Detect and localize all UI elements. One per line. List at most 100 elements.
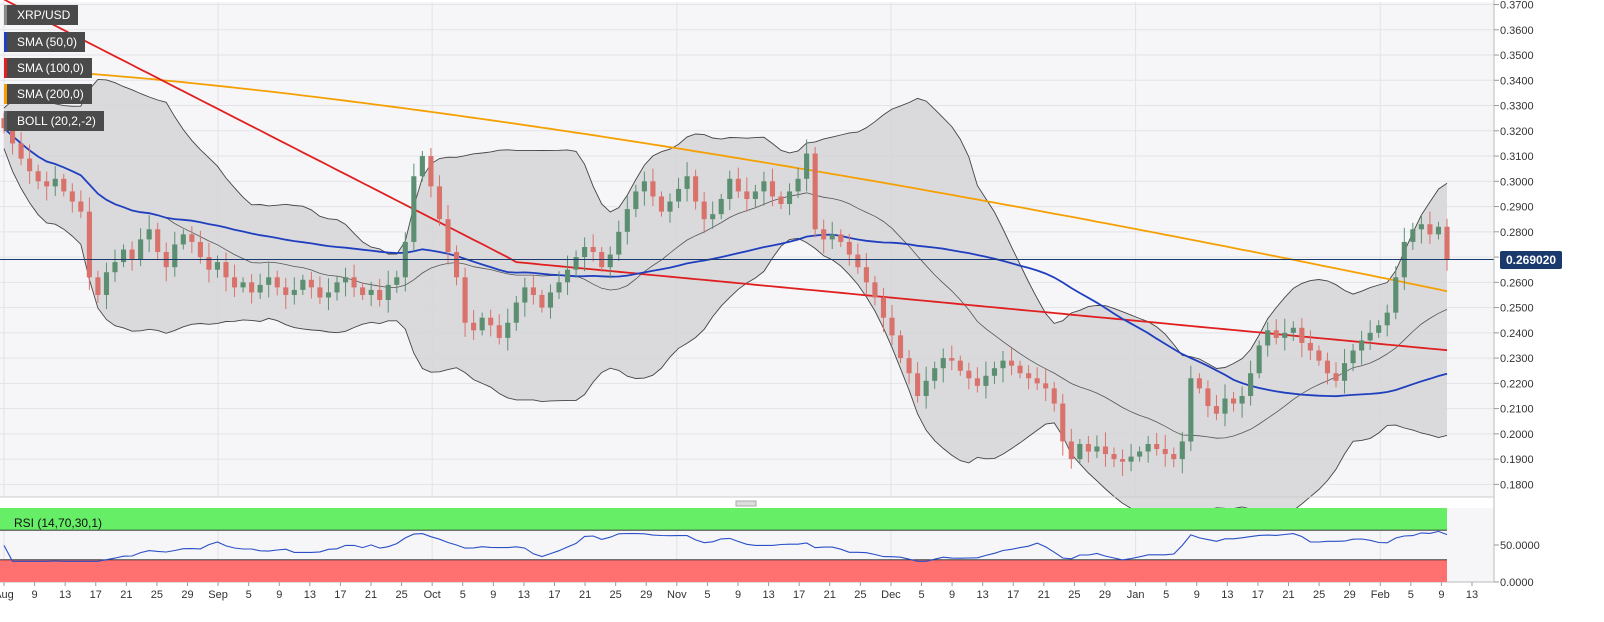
candle-body	[1094, 446, 1100, 452]
candle-body	[667, 201, 673, 212]
candle-body	[266, 277, 272, 285]
candle-body	[231, 277, 238, 288]
candle-body	[223, 262, 229, 278]
legend-rsi[interactable]: RSI (14,70,30,1)	[14, 516, 103, 530]
sma-lines	[3, 0, 1448, 398]
legend-sma-200[interactable]: SMA (200,0)	[4, 84, 92, 104]
candle-body	[1179, 441, 1185, 460]
x-tick-label: Dec	[881, 589, 901, 601]
candle-body	[44, 181, 50, 187]
candle-body	[308, 279, 314, 288]
candle-body	[1068, 441, 1074, 460]
candle-body	[27, 158, 33, 172]
candle-body	[1316, 350, 1322, 361]
x-tick-label: 5	[460, 589, 466, 601]
y-tick-label: 0.3100	[1500, 151, 1534, 163]
x-tick-label: 13	[518, 589, 530, 601]
candle-body	[334, 282, 340, 293]
y-tick-label: 0.2500	[1500, 303, 1534, 315]
x-tick-label: 13	[304, 589, 316, 601]
candle-body	[342, 277, 349, 283]
x-tick-label: 13	[1221, 589, 1233, 601]
x-tick-label: 29	[1344, 589, 1356, 601]
rsi-y-tick-label: 50.0000	[1500, 540, 1540, 552]
candle-body	[607, 254, 613, 268]
legend-symbol[interactable]: XRP/USD	[4, 5, 79, 25]
candle-body	[129, 249, 135, 260]
candle-body	[522, 287, 528, 303]
candle-body	[727, 178, 733, 199]
candle-body	[932, 368, 938, 381]
candle-body	[1265, 330, 1271, 346]
candle-body	[488, 317, 494, 326]
candle-body	[1008, 360, 1015, 366]
candle-body	[582, 246, 588, 258]
candle-body	[317, 287, 323, 298]
y-tick-label: 0.1900	[1500, 454, 1534, 466]
candle-body	[778, 196, 784, 205]
legend-bollinger[interactable]: BOLL (20,2,-2)	[4, 111, 104, 131]
candle-body	[812, 153, 818, 230]
x-tick-label: 9	[32, 589, 38, 601]
candle-body	[915, 373, 921, 396]
candle-body	[616, 231, 622, 255]
x-tick-label: 25	[395, 589, 407, 601]
candle-body	[1222, 398, 1228, 414]
x-tick-label: 25	[151, 589, 163, 601]
candle-body	[394, 277, 400, 285]
candle-body	[1085, 443, 1091, 452]
candle-body	[103, 272, 110, 295]
candle-body	[453, 252, 460, 278]
candle-body	[300, 279, 306, 290]
legend-sma-100[interactable]: SMA (100,0)	[4, 58, 92, 78]
candle-body	[120, 249, 127, 263]
bollinger-upper	[3, 78, 1448, 369]
candle-body	[1111, 454, 1117, 460]
candle-body	[18, 143, 24, 159]
candle-body	[983, 375, 989, 386]
candle-body	[1307, 342, 1313, 351]
panel-resize-handle	[735, 500, 757, 507]
candle-body	[1324, 360, 1331, 374]
candle-body	[291, 289, 297, 295]
candle-body	[974, 378, 980, 386]
x-tick-label: 21	[365, 589, 377, 601]
candle-body	[786, 191, 793, 205]
x-tick-label: 9	[1438, 589, 1444, 601]
candle-body	[1119, 459, 1126, 462]
x-tick-label: 9	[490, 589, 496, 601]
candle-body	[829, 234, 835, 240]
candle-body	[112, 262, 118, 273]
candle-body	[1188, 378, 1194, 442]
candle-body	[1051, 388, 1057, 404]
candle-body	[471, 322, 477, 331]
x-tick-label: 5	[918, 589, 924, 601]
candle-body	[1427, 224, 1433, 235]
candle-body	[880, 297, 887, 318]
candle-body	[1273, 330, 1279, 338]
rsi-oversold-zone	[0, 559, 1447, 582]
candle-body	[556, 282, 562, 293]
legend-sma-50[interactable]: SMA (50,0)	[4, 32, 86, 52]
candle-body	[1043, 383, 1049, 389]
candle-body	[1102, 446, 1109, 455]
candle-body	[1299, 327, 1305, 343]
candle-body	[419, 156, 425, 177]
x-tick-label: Nov	[667, 589, 687, 601]
x-tick-label: 5	[1163, 589, 1169, 601]
candle-body	[547, 292, 554, 308]
candle-body	[1367, 332, 1373, 341]
x-tick-label: 13	[59, 589, 71, 601]
rsi-line	[3, 530, 1448, 562]
x-tick-label: 29	[1099, 589, 1111, 601]
rsi-y-tick-label: 0.0000	[1500, 577, 1534, 589]
candle-body	[249, 282, 255, 293]
candle-body	[240, 282, 246, 288]
x-tick-label: 5	[704, 589, 710, 601]
candle-body	[889, 317, 895, 336]
candle-body	[966, 370, 972, 379]
candle-body	[428, 156, 434, 187]
y-tick-label: 0.2000	[1500, 429, 1534, 441]
candle-body	[360, 287, 366, 295]
